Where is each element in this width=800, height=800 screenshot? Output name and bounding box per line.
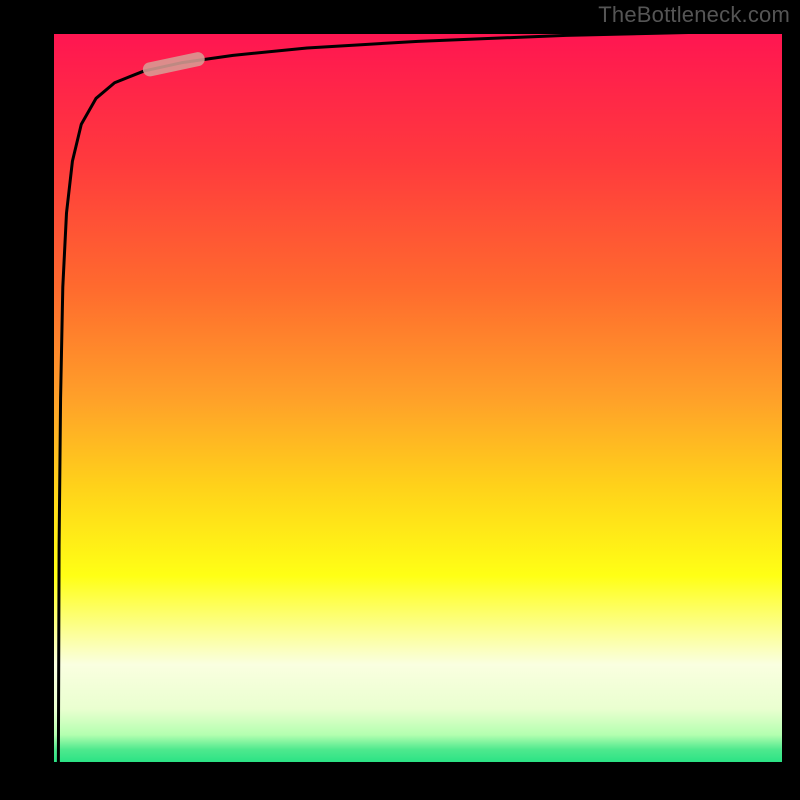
plot-background — [48, 28, 788, 768]
chart-stage: TheBottleneck.com — [0, 0, 800, 800]
watermark-label: TheBottleneck.com — [598, 2, 790, 28]
chart-svg — [0, 0, 800, 800]
